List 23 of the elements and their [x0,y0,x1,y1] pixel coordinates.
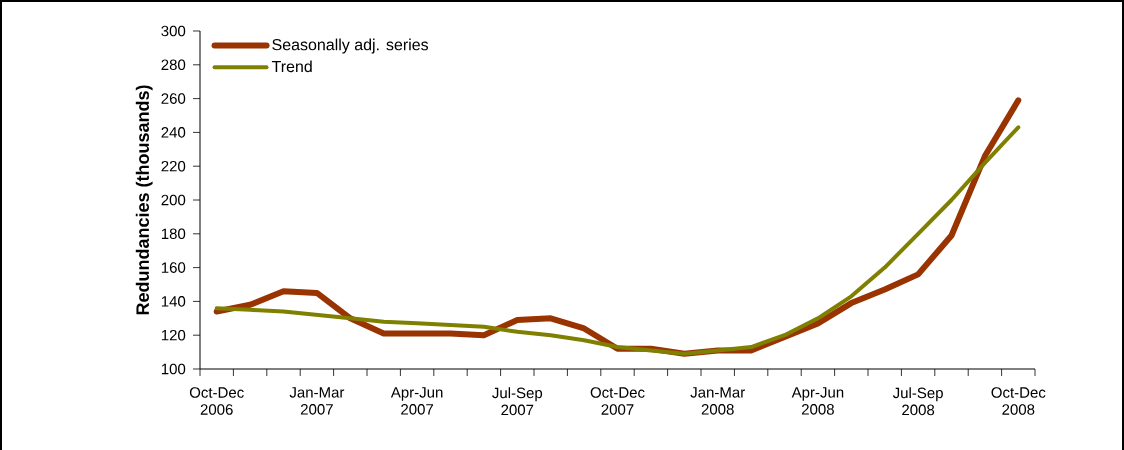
y-tick-label: 220 [161,160,186,172]
y-tick-label: 100 [161,363,186,375]
y-tick-label: 300 [161,25,186,37]
y-tick-label: 120 [161,329,186,341]
y-tick-label: 180 [161,228,186,240]
y-tick-label: 200 [161,194,186,206]
x-tick-label: Oct-Dec 2007 [590,387,645,415]
y-tick-label: 280 [161,59,186,71]
x-tick-label: Oct-Dec 2008 [991,387,1046,415]
y-tick-label: 140 [161,296,186,307]
y-tick-label: 240 [161,127,186,138]
y-axis-title: Redundancies (thousands) [135,85,153,315]
legend-label: Trend [271,60,312,73]
x-tick-label: Jul-Sep 2008 [892,387,943,416]
x-tick-label: Jan-Mar 2008 [690,387,745,415]
x-tick-label: Apr-Jun 2007 [390,387,443,415]
y-tick-label: 260 [161,93,186,104]
x-tick-label: Jan-Mar 2007 [289,387,345,415]
y-tick-label: 160 [161,262,186,273]
x-tick-label: Apr-Jun 2008 [791,387,844,415]
x-tick-label: Oct-Dec 2006 [189,387,244,415]
legend-label: Seasonally adj. series [272,38,429,54]
x-tick-label: Jul-Sep 2007 [492,387,543,416]
